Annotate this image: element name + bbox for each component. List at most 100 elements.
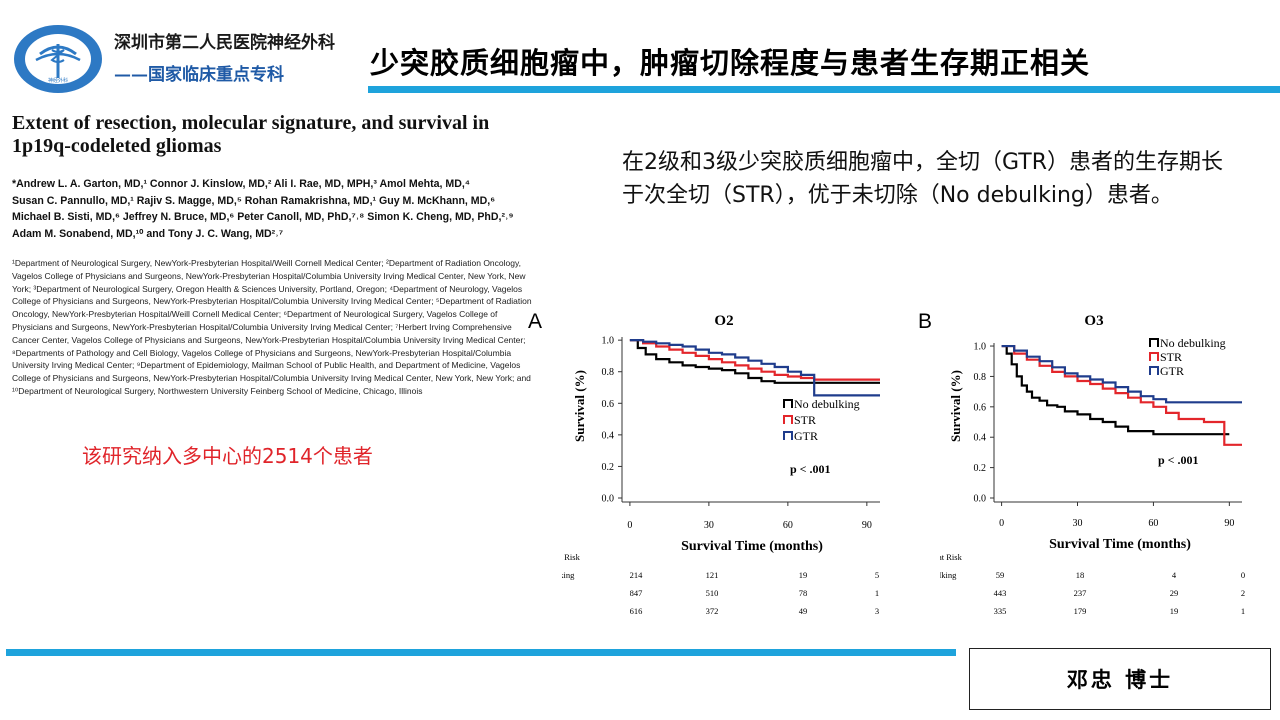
risk-count: 2 [1241, 588, 1245, 598]
risk-count: 335 [994, 606, 1007, 616]
legend-swatch [1149, 352, 1159, 361]
legend-label: GTR [1160, 364, 1184, 378]
risk-count: 49 [799, 606, 808, 616]
x-tick-label: 90 [1224, 518, 1234, 529]
chart-legend: No debulking STR GTR [783, 397, 860, 443]
chart-axes: 0.0 0.2 0.4 0.6 0.8 1.0 0 30 60 90 [974, 342, 1242, 529]
y-tick-label: 0.8 [602, 367, 615, 378]
p-value-annotation: p < .001 [790, 462, 831, 476]
x-tick-label: 60 [783, 520, 793, 531]
x-tick-label: 90 [862, 520, 872, 531]
panel-letter-b: B [918, 310, 933, 333]
presenter-name: 邓忠 博士 [1066, 667, 1174, 692]
survival-curve-no-debulking [629, 339, 880, 384]
presenter-box: 邓忠 博士 [969, 648, 1271, 710]
risk-count: 19 [799, 570, 808, 580]
paper-title: Extent of resection, molecular signature… [12, 112, 552, 158]
summary-text: 在2级和3级少突胶质细胞瘤中，全切（GTR）患者的生存期长于次全切（STR），优… [622, 150, 1223, 208]
paper-title-line: 1p19q-codeleted gliomas [12, 135, 222, 157]
x-tick-label: 60 [1148, 518, 1158, 529]
risk-count: 237 [1074, 588, 1087, 598]
risk-count: 510 [706, 588, 719, 598]
paper-title-line: Extent of resection, molecular signature… [12, 112, 490, 134]
risk-count: 443 [994, 588, 1007, 598]
hospital-subtitle: ——国家临床重点专科 [114, 65, 284, 85]
x-axis-label: Survival Time (months) [681, 539, 823, 554]
risk-count: 59 [996, 570, 1005, 580]
y-tick-label: 1.0 [602, 336, 615, 347]
legend-label: No debulking [794, 397, 860, 411]
risk-count: 5 [875, 570, 879, 580]
author-line: Adam M. Sonabend, MD,¹⁰ and Tony J. C. W… [12, 227, 284, 240]
survival-curve-str [1001, 344, 1242, 446]
paper-authors: *Andrew L. A. Garton, MD,¹ Connor J. Kin… [12, 176, 557, 242]
p-value-annotation: p < .001 [1158, 453, 1199, 467]
svg-text:神经外科: 神经外科 [48, 77, 68, 84]
hospital-name: 深圳市第二人民医院神经外科 [114, 33, 335, 53]
y-tick-label: 0.2 [974, 463, 987, 474]
chart-axes: 0.0 0.2 0.4 0.6 0.8 1.0 0 30 60 90 [602, 336, 880, 531]
legend-label: STR [794, 413, 816, 427]
legend-swatch [783, 399, 793, 408]
author-line: Michael B. Sisti, MD,⁶ Jeffrey N. Bruce,… [12, 211, 514, 223]
risk-count: 29 [1170, 588, 1179, 598]
x-tick-label: 0 [627, 520, 632, 531]
author-line: Susan C. Pannullo, MD,¹ Rajiv S. Magge, … [12, 194, 496, 207]
y-tick-label: 0.6 [602, 399, 615, 410]
km-chart-o2: O2 Survival (%) Survival Time (months) p… [562, 313, 880, 616]
risk-table: Number at RiskNo Debulking591840STR44323… [940, 552, 1245, 616]
footer-bar [6, 649, 956, 656]
survival-curves [629, 339, 880, 397]
legend-swatch [783, 431, 793, 440]
y-tick-label: 0.8 [974, 372, 987, 383]
chart-title: O3 [1084, 313, 1103, 329]
risk-count: 847 [630, 588, 643, 598]
risk-count: 121 [706, 570, 719, 580]
risk-count: 214 [630, 570, 644, 580]
y-tick-label: 0.0 [602, 494, 615, 505]
y-tick-label: 1.0 [974, 342, 987, 353]
x-tick-label: 0 [999, 518, 1004, 529]
risk-row-name: No Debulking [562, 570, 575, 580]
risk-count: 1 [875, 588, 879, 598]
y-tick-label: 0.2 [602, 462, 615, 473]
risk-table-label: Number at Risk [562, 552, 581, 562]
risk-count: 179 [1074, 606, 1087, 616]
risk-count: 4 [1172, 570, 1177, 580]
legend-swatch [1149, 366, 1159, 375]
slide-title: 少突胶质细胞瘤中，肿瘤切除程度与患者生存期正相关 [370, 46, 1091, 80]
risk-count: 616 [630, 606, 643, 616]
x-axis-label: Survival Time (months) [1049, 537, 1191, 552]
y-tick-label: 0.6 [974, 402, 987, 413]
hospital-logo: 神经外科 [14, 25, 102, 93]
risk-count: 1 [1241, 606, 1245, 616]
y-tick-label: 0.0 [974, 494, 987, 505]
panel-letter-a: A [528, 310, 543, 333]
chart-title: O2 [714, 313, 733, 329]
survival-curves [1001, 344, 1242, 446]
legend-label: STR [1160, 350, 1182, 364]
risk-count: 19 [1170, 606, 1179, 616]
legend-label: GTR [794, 429, 818, 443]
risk-count: 18 [1076, 570, 1085, 580]
x-tick-label: 30 [1073, 518, 1083, 529]
survival-curve-gtr [1001, 344, 1242, 404]
y-axis-label: Survival (%) [572, 370, 587, 442]
survival-curve-no-debulking [1001, 344, 1230, 436]
risk-table-label: Number at Risk [940, 552, 963, 562]
km-chart-o3: O3 Survival (%) Survival Time (months) p… [940, 313, 1245, 616]
author-line: *Andrew L. A. Garton, MD,¹ Connor J. Kin… [12, 178, 471, 190]
risk-count: 0 [1241, 570, 1245, 580]
y-axis-label: Survival (%) [948, 370, 963, 442]
risk-count: 372 [706, 606, 719, 616]
risk-table: Number at RiskNo Debulking214121195STR84… [562, 552, 879, 616]
survival-curve-str [629, 339, 880, 381]
risk-count: 3 [875, 606, 879, 616]
study-note: 该研究纳入多中心的2514个患者 [82, 444, 373, 468]
paper-affiliations: ¹Department of Neurological Surgery, New… [12, 258, 532, 396]
risk-count: 78 [799, 588, 808, 598]
survival-curve-gtr [629, 339, 880, 397]
title-underline-bar [368, 86, 1280, 93]
risk-row-name: No Debulking [940, 570, 957, 580]
